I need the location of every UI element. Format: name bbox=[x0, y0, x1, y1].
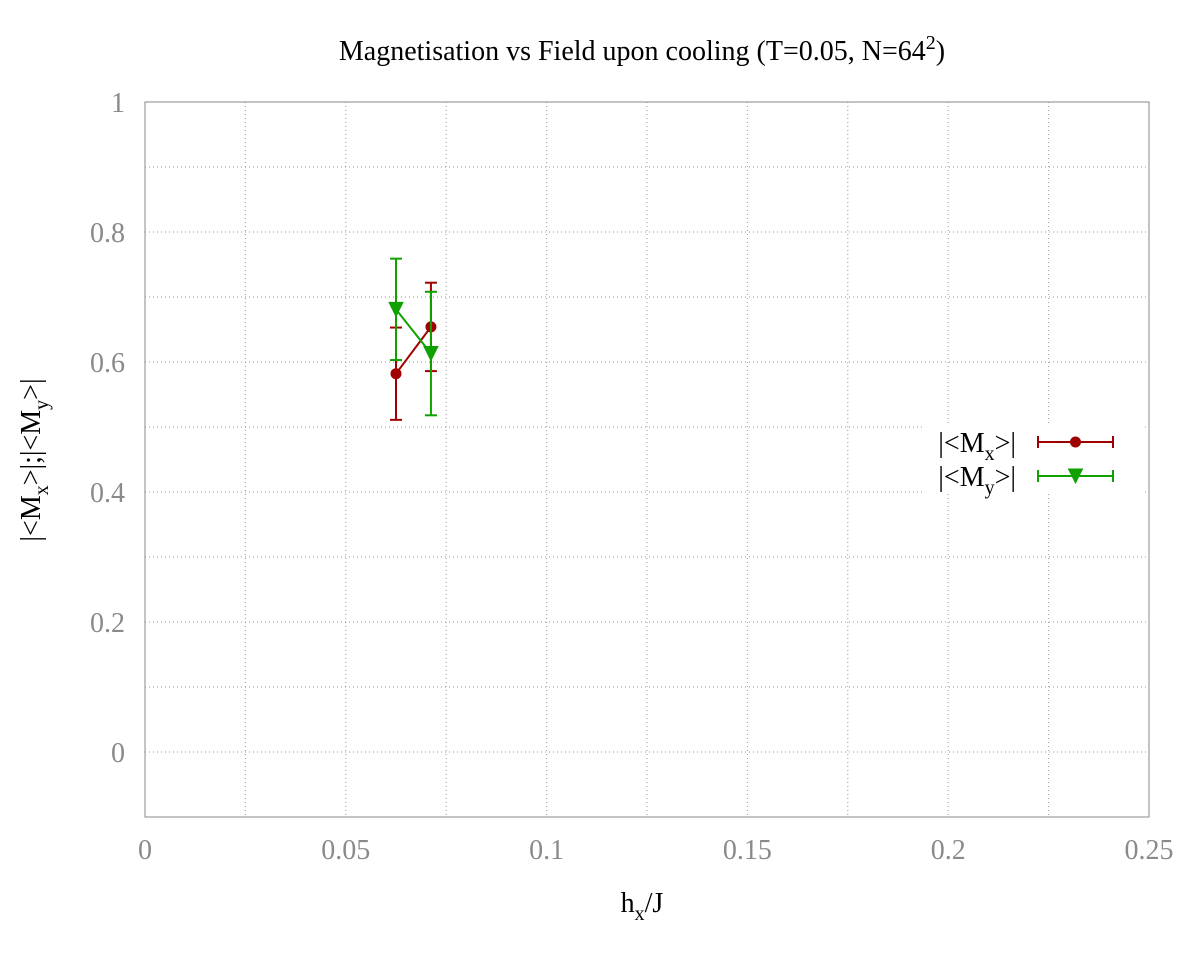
y-tick-label: 0.8 bbox=[90, 218, 125, 249]
y-tick-label: 0 bbox=[111, 738, 125, 769]
x-tick-label: 0.15 bbox=[723, 835, 772, 866]
series-y bbox=[388, 257, 439, 417]
chart-title-main: Magnetisation vs Field upon cooling (T=0… bbox=[339, 36, 926, 67]
legend-bg bbox=[922, 424, 1142, 494]
y-axis-label-p2: >|;|<M bbox=[16, 410, 47, 486]
y-tick-labels: 0 0.2 0.4 0.6 0.8 1 bbox=[90, 88, 125, 769]
legend-label-mx-s: x bbox=[985, 443, 995, 465]
y-tick-label: 0.6 bbox=[90, 348, 125, 379]
y-axis-label: |<Mx>|;|<My>| bbox=[16, 378, 53, 541]
y-axis-label-p3: >| bbox=[16, 378, 47, 399]
x-tick-label: 0.1 bbox=[529, 835, 564, 866]
y-tick-label: 0.2 bbox=[90, 608, 125, 639]
chart-title-sup: 2 bbox=[926, 32, 936, 54]
x-tick-label: 0 bbox=[138, 835, 152, 866]
legend-label-my: |<My>| bbox=[938, 462, 1016, 499]
legend-label-my-e: >| bbox=[995, 462, 1016, 493]
x-axis-label-sub: x bbox=[635, 903, 645, 925]
x-axis-label-main: h bbox=[621, 888, 635, 919]
y-axis-label-s1: x bbox=[31, 485, 53, 495]
x-tick-labels: 0 0.05 0.1 0.15 0.2 0.25 bbox=[138, 835, 1174, 866]
y-tick-label: 0.4 bbox=[90, 478, 125, 509]
legend: |<Mx>| |<My>| bbox=[922, 424, 1142, 499]
chart-title-end: ) bbox=[936, 36, 945, 67]
legend-samples bbox=[1037, 436, 1114, 485]
legend-marker bbox=[1070, 436, 1081, 448]
chart-title: Magnetisation vs Field upon cooling (T=0… bbox=[339, 32, 945, 67]
legend-marker bbox=[1067, 468, 1084, 485]
data-point bbox=[388, 301, 404, 318]
legend-label-mx-e: >| bbox=[995, 428, 1016, 459]
data-point bbox=[423, 346, 439, 362]
legend-label-my-s: y bbox=[985, 477, 995, 499]
x-tick-label: 0.25 bbox=[1125, 835, 1174, 866]
legend-label-mx-p: |<M bbox=[938, 428, 984, 459]
x-tick-label: 0.05 bbox=[321, 835, 370, 866]
y-axis-label-s2: y bbox=[31, 400, 53, 410]
plot-frame bbox=[144, 101, 1150, 818]
data-point bbox=[390, 368, 402, 380]
x-axis-label-end: /J bbox=[645, 888, 664, 919]
x-axis-label: hx/J bbox=[621, 888, 664, 925]
y-tick-label: 1 bbox=[111, 88, 125, 119]
x-tick-label: 0.2 bbox=[931, 835, 966, 866]
series-layer bbox=[388, 257, 439, 421]
y-axis-label-p1: |<M bbox=[16, 495, 47, 541]
series-line bbox=[395, 326, 432, 375]
legend-label-mx: |<Mx>| bbox=[938, 428, 1016, 465]
legend-label-my-p: |<M bbox=[938, 462, 984, 493]
